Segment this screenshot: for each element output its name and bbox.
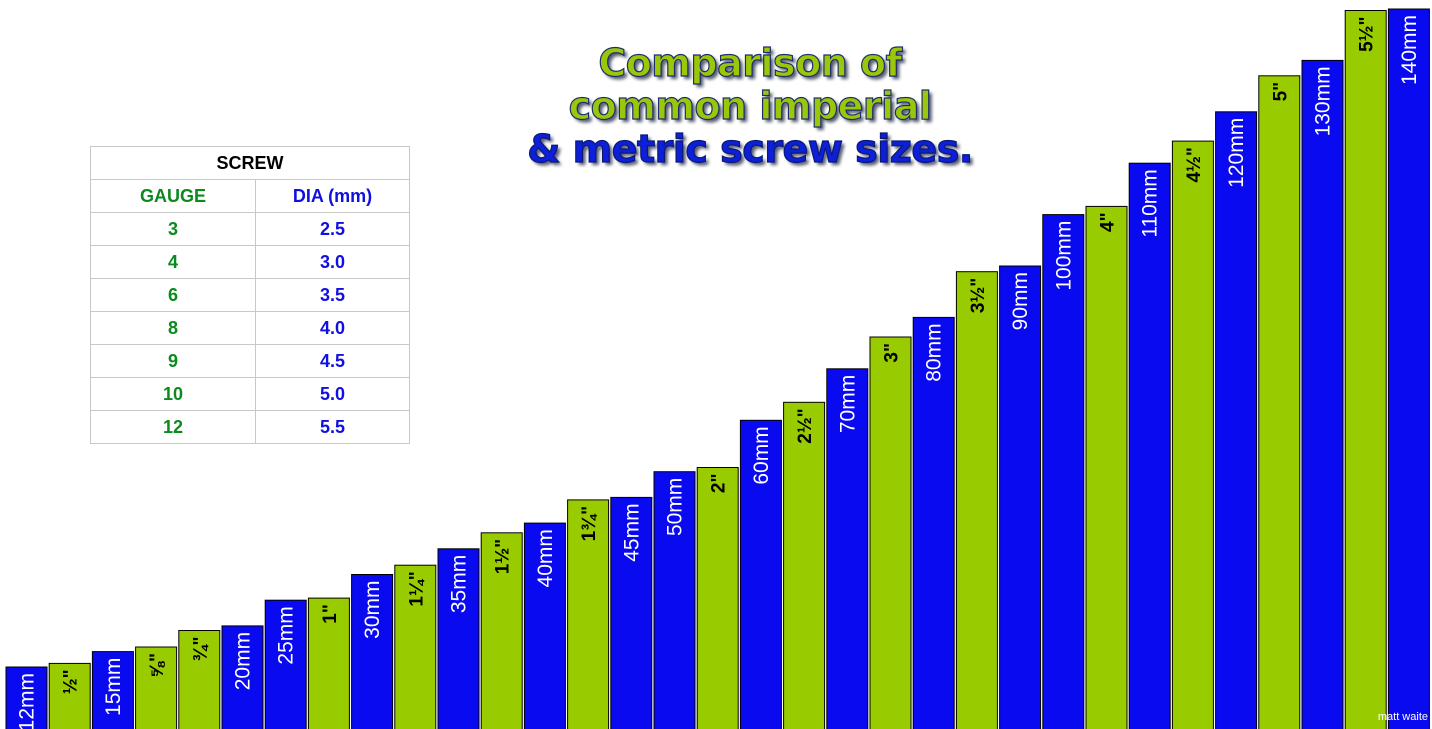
bar-label: 70mm <box>836 375 859 433</box>
bar-metric <box>91 651 134 729</box>
bar-imperial <box>178 630 221 729</box>
bar-label: 50mm <box>664 478 687 536</box>
bar-imperial <box>1344 10 1387 729</box>
bar-label: 3" <box>882 343 903 363</box>
bar-label: ¾" <box>190 637 211 662</box>
bar-label: 140mm <box>1398 15 1421 85</box>
gauge-cell: 8 <box>90 311 256 345</box>
bar-metric <box>1215 111 1258 729</box>
bar-imperial <box>1085 205 1128 729</box>
dia-cell: 3.5 <box>255 278 410 312</box>
dia-cell: 3.0 <box>255 245 410 279</box>
bar-metric <box>5 666 48 729</box>
screw-gauge-table: SCREW GAUGE DIA (mm) 3 2.5 4 3.0 6 3.5 8… <box>90 146 410 444</box>
bar-label: 20mm <box>232 632 255 690</box>
bar-imperial <box>307 597 350 729</box>
bar-metric <box>912 316 955 729</box>
bar-metric <box>351 574 394 729</box>
bar-label: 130mm <box>1312 66 1335 136</box>
bar-imperial <box>869 336 912 729</box>
credit-text: matt waite <box>1377 711 1428 723</box>
bar-metric <box>999 265 1042 729</box>
bar-imperial <box>955 271 998 729</box>
table-row: 9 4.5 <box>90 344 410 378</box>
table-row: 8 4.0 <box>90 311 410 345</box>
bar-imperial <box>394 564 437 729</box>
dia-cell: 5.5 <box>255 410 410 444</box>
gauge-cell: 12 <box>90 410 256 444</box>
bar-imperial <box>1258 75 1301 729</box>
bar-metric <box>653 471 696 729</box>
bar-label: 1" <box>320 604 341 624</box>
bar-label: 4½" <box>1184 147 1205 182</box>
title-line-1: Comparison of <box>598 41 903 85</box>
bar-metric <box>826 368 869 729</box>
bar-label: 45mm <box>620 503 643 561</box>
bar-metric <box>523 522 566 729</box>
bar-imperial <box>48 662 91 729</box>
bar-label: 2½" <box>795 408 816 443</box>
bar-label: 40mm <box>534 529 557 587</box>
bar-imperial <box>480 532 523 729</box>
bar-label: 1½" <box>493 539 514 574</box>
dia-column-header: DIA (mm) <box>255 179 410 213</box>
bar-metric <box>739 419 782 729</box>
dia-cell: 4.0 <box>255 311 410 345</box>
bar-imperial <box>783 401 826 729</box>
table-row: 12 5.5 <box>90 410 410 444</box>
bar-label: 15mm <box>102 658 125 716</box>
bar-label: 110mm <box>1139 169 1162 237</box>
gauge-cell: 10 <box>90 377 256 411</box>
bar-label: 3½" <box>968 278 989 313</box>
bar-label: ⅝" <box>147 653 168 678</box>
bar-label: 30mm <box>361 581 384 639</box>
table-header: SCREW <box>90 146 410 180</box>
bar-imperial <box>1171 140 1214 729</box>
bar-label: 5½" <box>1357 17 1378 52</box>
gauge-cell: 3 <box>90 212 256 246</box>
title-line-2: common imperial <box>568 84 932 128</box>
dia-cell: 4.5 <box>255 344 410 378</box>
gauge-cell: 9 <box>90 344 256 378</box>
bar-imperial <box>696 467 739 729</box>
bar-metric <box>610 496 653 729</box>
bar-label: 100mm <box>1052 221 1075 291</box>
dia-cell: 5.0 <box>255 377 410 411</box>
bar-label: ½" <box>61 669 82 694</box>
title-line-3: & metric screw sizes. <box>527 127 974 171</box>
bar-label: 80mm <box>923 323 946 381</box>
bar-label: 60mm <box>750 426 773 484</box>
table-row: 4 3.0 <box>90 245 410 279</box>
gauge-column-header: GAUGE <box>90 179 256 213</box>
bar-metric <box>264 599 307 729</box>
bar-metric <box>1301 59 1344 729</box>
bar-label: 2" <box>709 474 730 494</box>
table-row: 10 5.0 <box>90 377 410 411</box>
dia-cell: 2.5 <box>255 212 410 246</box>
bar-metric <box>221 625 264 729</box>
bar-metric <box>437 548 480 729</box>
bar-label: 4" <box>1098 212 1119 232</box>
bar-imperial <box>135 646 178 729</box>
bar-label: 12mm <box>16 673 39 729</box>
table-row: 3 2.5 <box>90 212 410 246</box>
gauge-cell: 4 <box>90 245 256 279</box>
bar-label: 25mm <box>275 606 298 664</box>
bar-label: 1¼" <box>406 571 427 606</box>
bar-label: 5" <box>1270 82 1291 102</box>
bar-metric <box>1042 214 1085 729</box>
bar-metric <box>1387 8 1430 729</box>
bar-label: 120mm <box>1225 118 1248 188</box>
bar-imperial <box>567 499 610 729</box>
bar-label: 35mm <box>448 555 471 613</box>
bar-label: 90mm <box>1009 272 1032 330</box>
bar-metric <box>1128 162 1171 729</box>
bar-label: 1¾" <box>579 506 600 541</box>
gauge-cell: 6 <box>90 278 256 312</box>
chart-title: Comparison of common imperial & metric s… <box>450 41 1050 171</box>
table-row: 6 3.5 <box>90 278 410 312</box>
